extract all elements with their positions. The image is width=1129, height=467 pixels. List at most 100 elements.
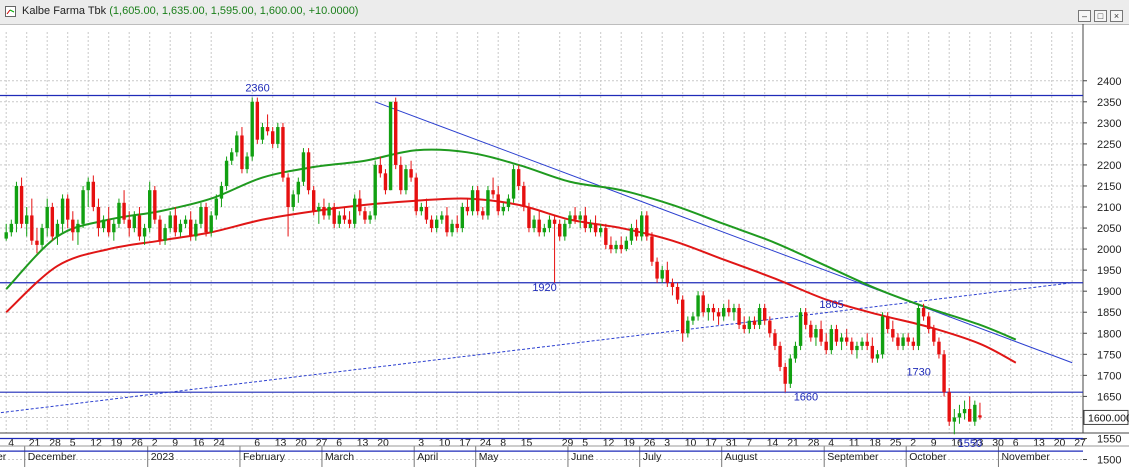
title-bar: Kalbe Farma Tbk (1,605.00, 1,635.00, 1,5… xyxy=(0,0,1129,25)
candle-body xyxy=(481,211,485,216)
y-tick-label: 1850 xyxy=(1097,307,1121,319)
window-controls: – □ × xyxy=(1075,6,1123,24)
candle-body xyxy=(716,312,721,317)
candle-body xyxy=(476,190,480,212)
candle-body xyxy=(522,185,526,208)
candle-body xyxy=(255,101,260,140)
candle-body xyxy=(640,215,644,237)
candle-body xyxy=(962,409,967,414)
x-tick-label: 2 xyxy=(910,437,916,449)
x-tick-label: 24 xyxy=(480,437,492,449)
candle-body xyxy=(404,169,408,191)
x-tick-label: 6 xyxy=(336,437,342,449)
price-annotation: 1920 xyxy=(532,282,556,294)
x-tick-label: 6 xyxy=(1013,437,1019,449)
x-tick-label: 7 xyxy=(746,437,752,449)
month-label: November xyxy=(1001,451,1050,463)
x-tick-label: 20 xyxy=(295,437,307,449)
candle-body xyxy=(927,316,931,330)
x-tick-label: 8 xyxy=(500,437,506,449)
candle-body xyxy=(265,127,270,132)
candle-body xyxy=(25,215,29,224)
candle-body xyxy=(691,316,695,321)
x-tick-label: 17 xyxy=(459,437,471,449)
candle-body xyxy=(599,228,603,233)
candle-body xyxy=(573,215,577,220)
candle-body xyxy=(624,240,629,250)
candle-body xyxy=(645,215,649,237)
candle-body xyxy=(491,190,495,195)
y-tick-label: 1950 xyxy=(1097,265,1121,277)
candle-body xyxy=(142,228,147,237)
candle-body xyxy=(40,228,44,245)
candle-body xyxy=(593,223,598,233)
y-tick-label: 1900 xyxy=(1097,286,1121,298)
candle-body xyxy=(199,207,203,224)
candle-body xyxy=(696,295,700,317)
x-tick-label: 5 xyxy=(70,437,76,449)
close-icon[interactable]: × xyxy=(1110,10,1123,22)
candle-body xyxy=(306,152,311,191)
candle-body xyxy=(932,329,936,342)
candle-body xyxy=(655,261,659,279)
candle-body xyxy=(368,215,372,220)
candle-body xyxy=(660,270,664,279)
moving-average-red xyxy=(5,197,1017,364)
candle-body xyxy=(394,101,398,165)
last-price-label: 1600.000 xyxy=(1088,412,1129,424)
x-tick-label: 3 xyxy=(664,437,670,449)
candle-body xyxy=(9,223,14,233)
candle-body xyxy=(681,299,685,334)
candle-body xyxy=(737,308,741,325)
restore-icon[interactable]: □ xyxy=(1094,10,1107,22)
candle-body xyxy=(429,219,434,229)
x-tick-label: 16 xyxy=(951,437,963,449)
candle-body xyxy=(132,215,137,229)
candle-body xyxy=(178,223,183,233)
candle-body xyxy=(547,219,552,229)
price-chart[interactable]: 1500155016001650170017501800185019001950… xyxy=(0,24,1129,467)
candle-body xyxy=(634,228,639,237)
candle-body xyxy=(614,244,618,250)
x-tick-label: 21 xyxy=(29,437,41,449)
x-tick-label: 12 xyxy=(603,437,615,449)
x-tick-label: 3 xyxy=(418,437,424,449)
candle-body xyxy=(388,101,393,191)
candle-body xyxy=(322,207,326,216)
candle-body xyxy=(81,190,85,224)
chart-corner-icon[interactable] xyxy=(5,6,16,17)
candle-body xyxy=(650,236,654,262)
x-tick-label: 29 xyxy=(562,437,574,449)
minimize-icon[interactable]: – xyxy=(1078,10,1091,22)
x-tick-label: 11 xyxy=(849,437,860,449)
candle-body xyxy=(886,316,890,330)
last-price-box xyxy=(1083,409,1129,425)
month-label: April xyxy=(417,451,438,463)
x-tick-label: 10 xyxy=(439,437,451,449)
candle-body xyxy=(773,333,777,346)
candle-body xyxy=(337,215,342,224)
x-tick-label: 20 xyxy=(377,437,389,449)
month-label: September xyxy=(827,451,879,463)
candle-body xyxy=(937,341,941,355)
candle-body xyxy=(148,190,152,229)
candle-body xyxy=(378,164,383,174)
trend-line[interactable] xyxy=(375,101,1073,364)
trend-line[interactable] xyxy=(0,282,1073,414)
x-tick-label: 12 xyxy=(90,437,102,449)
candle-body xyxy=(952,417,957,422)
candle-body xyxy=(35,240,39,245)
candle-body xyxy=(342,215,347,220)
candle-body xyxy=(788,358,793,384)
candle-body xyxy=(332,207,336,224)
price-annotation: 2360 xyxy=(245,82,269,94)
candle-body xyxy=(317,207,321,212)
candle-body xyxy=(235,135,239,153)
candle-body xyxy=(798,312,803,346)
x-tick-label: 30 xyxy=(992,437,1004,449)
candle-body xyxy=(542,228,547,233)
candle-body xyxy=(291,194,295,208)
candle-body xyxy=(168,215,172,229)
month-label: February xyxy=(243,451,286,463)
candle-body xyxy=(670,282,675,287)
